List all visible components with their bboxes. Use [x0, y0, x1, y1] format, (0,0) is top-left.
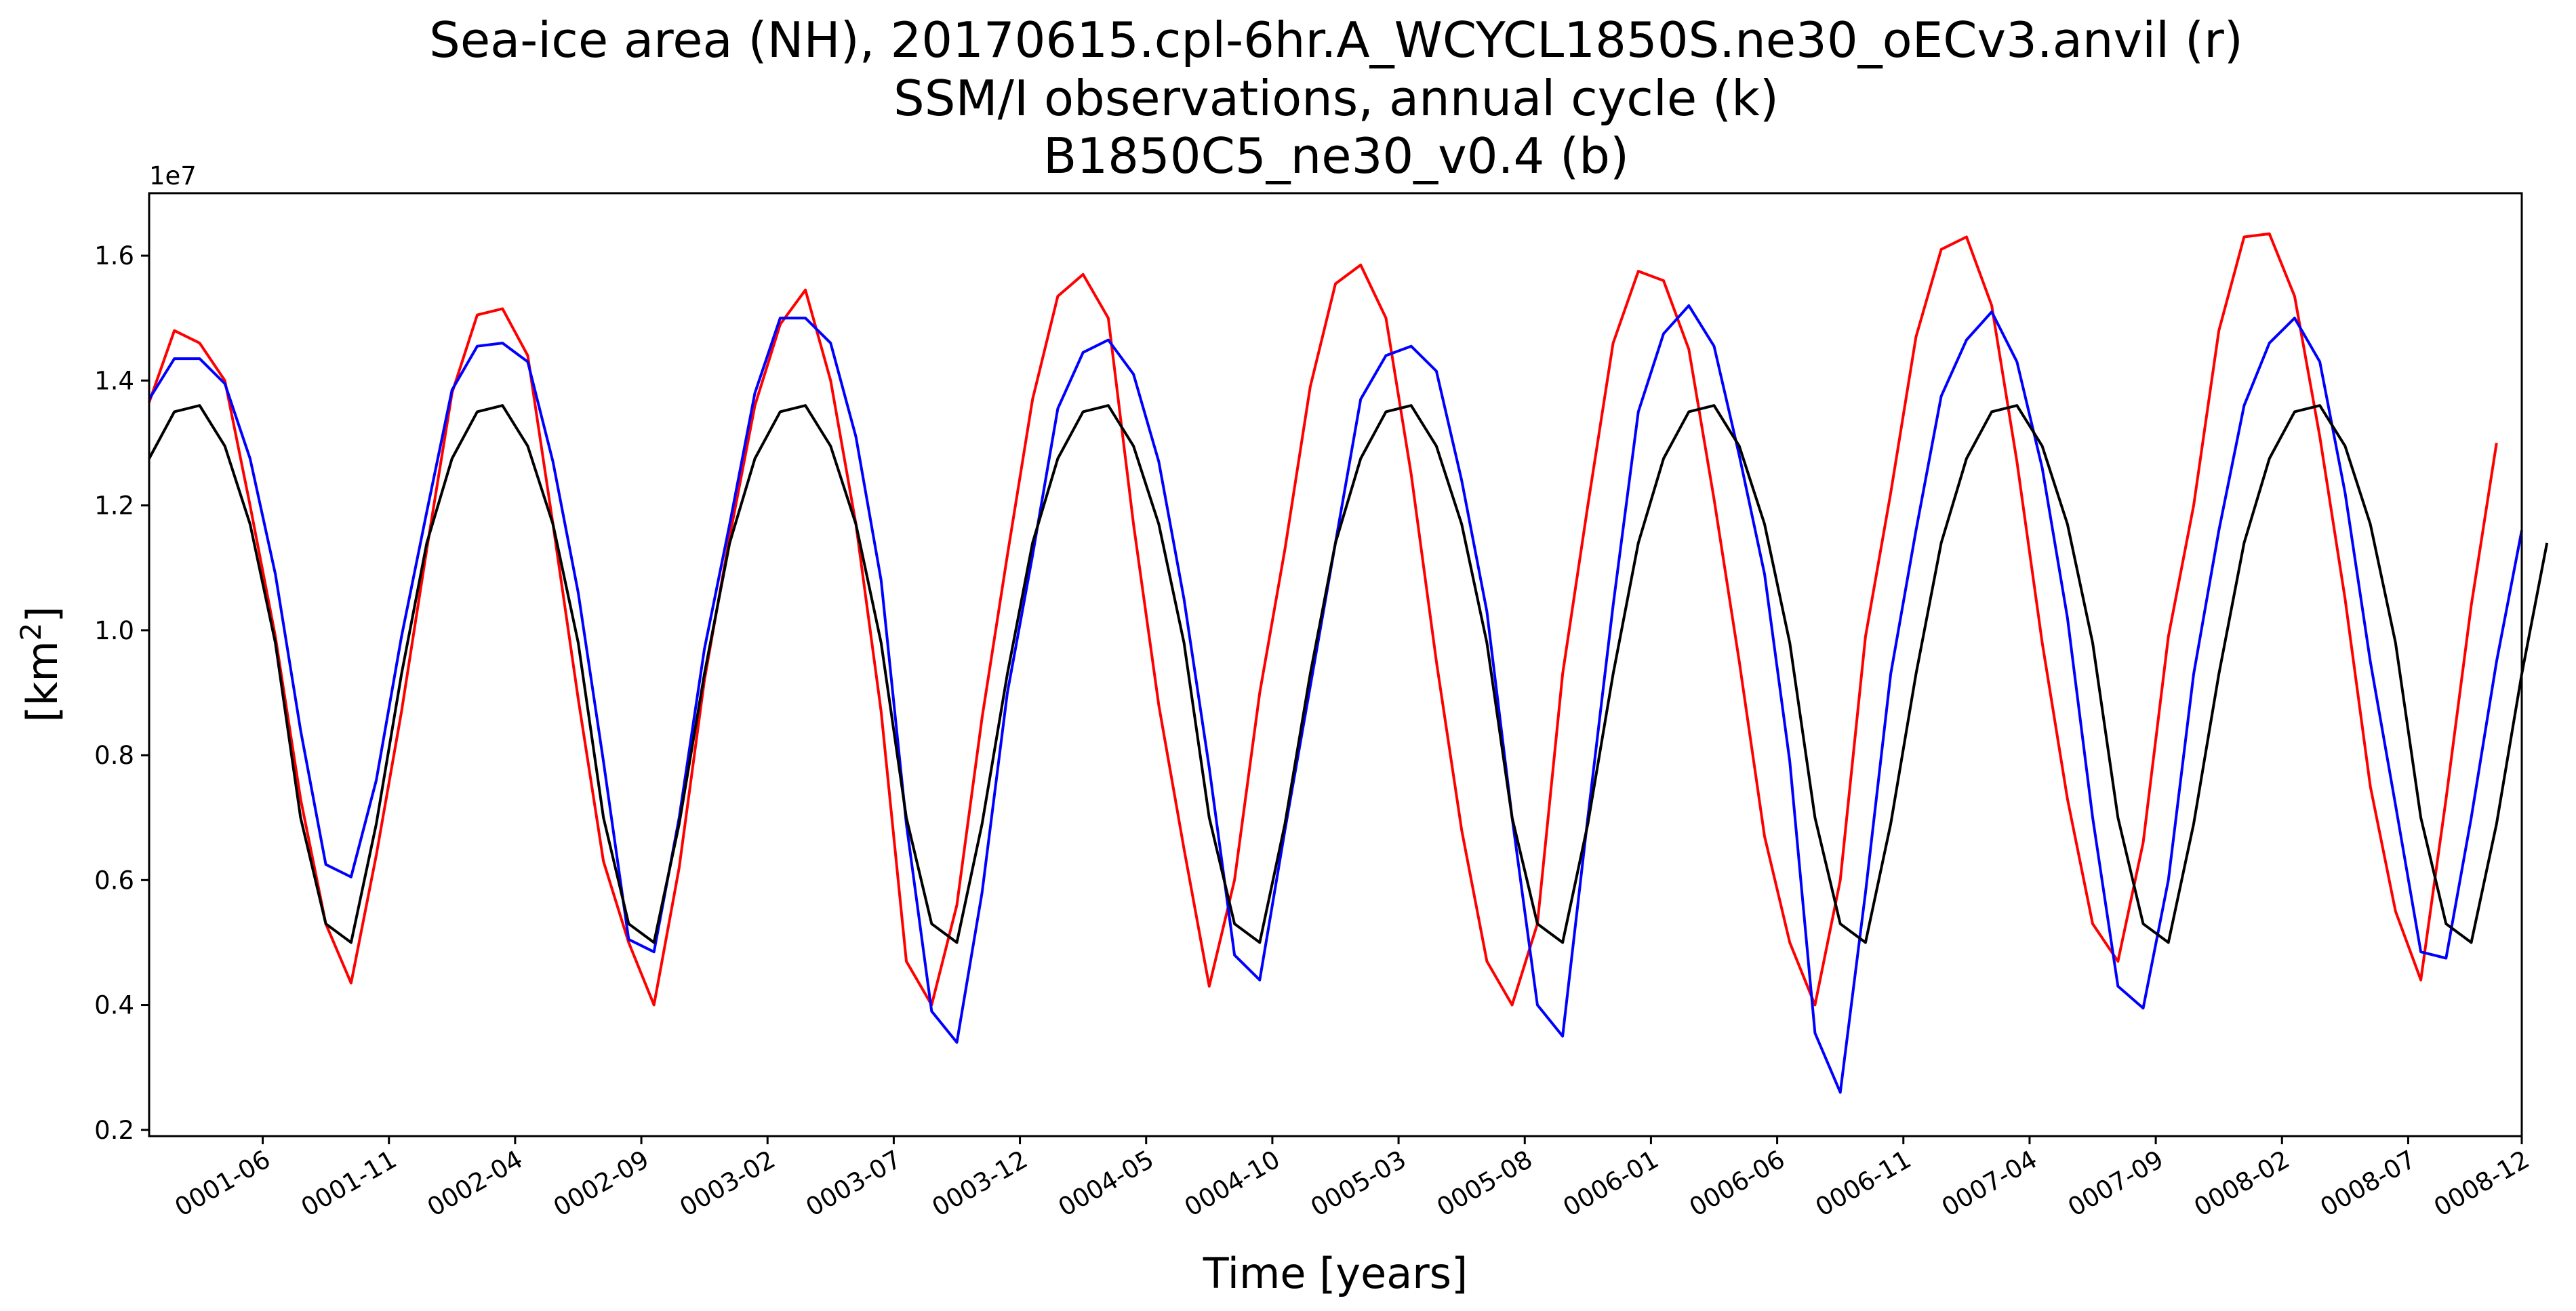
y-tick-label: 0.2 [94, 1116, 134, 1145]
series-line-3 [148, 404, 2549, 944]
y-axis-label-close: ] [18, 606, 67, 622]
x-axis-label: Time [years] [1203, 1249, 1468, 1298]
y-axis-label: [km2] [14, 606, 67, 722]
y-tick-label: 0.4 [94, 991, 134, 1020]
y-axis-offset-label: 1e7 [149, 161, 197, 190]
y-tick-label: 0.6 [94, 866, 134, 895]
plot-frame [148, 192, 2523, 1137]
y-axis-label-text: [km [18, 641, 67, 723]
y-axis-ticks: 0.2 0.4 0.6 0.8 1.0 1.2 1.4 1.6 [94, 241, 149, 1145]
series-line-1 [148, 232, 2498, 1007]
y-tick-label: 1.2 [94, 491, 134, 521]
title-line-2: SSM/I observations, annual cycle (k) [893, 70, 1779, 127]
title-line-1: Sea-ice area (NH), 20170615.cpl-6hr.A_WC… [429, 12, 2243, 68]
title-line-3: B1850C5_ne30_v0.4 (b) [1043, 127, 1629, 184]
plot-lines [148, 232, 2549, 1094]
y-axis-label-superscript: 2 [14, 622, 47, 641]
y-tick-label: 0.8 [94, 741, 134, 770]
chart-title: Sea-ice area (NH), 20170615.cpl-6hr.A_WC… [429, 12, 2243, 184]
y-tick-label: 1.6 [94, 241, 134, 270]
y-tick-label: 1.0 [94, 616, 134, 645]
y-tick-label: 1.4 [94, 366, 134, 395]
